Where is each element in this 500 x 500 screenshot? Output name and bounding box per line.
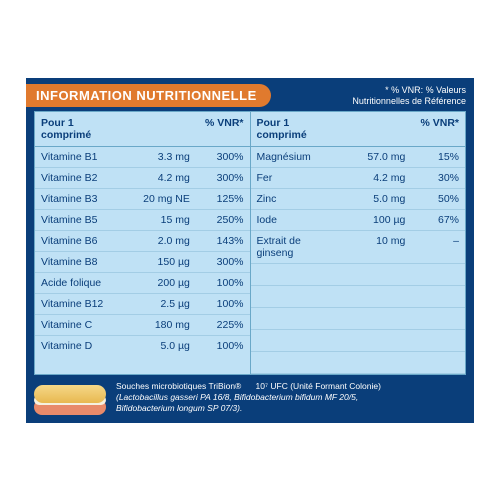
cell-amount: 100 µg [346,210,412,230]
cell-amount: 200 µg [130,273,196,293]
cell-amount: 10 mg [346,231,412,263]
footer-text: Souches microbiotiques TriBion® 10⁷ UFC … [116,381,381,414]
cell-vnr: 100% [196,336,250,356]
cell-amount: 4.2 mg [346,168,412,188]
footer: Souches microbiotiques TriBion® 10⁷ UFC … [34,381,466,415]
cell-vnr: 50% [411,189,465,209]
tablet-icon [34,385,106,415]
footer-l1b: 10⁷ UFC (Unité Formant Colonie) [256,381,381,391]
table-row: Vitamine B8150 µg300% [35,252,250,273]
table-row-empty [251,352,466,374]
cell-name: Vitamine B6 [35,231,130,251]
col-header-per: Pour 1 comprimé [251,112,346,146]
table-row-empty [251,286,466,308]
table-row: Vitamine B24.2 mg300% [35,168,250,189]
nutrition-panel: INFORMATION NUTRITIONNELLE * % VNR: % Va… [26,78,474,423]
cell-name: Acide folique [35,273,130,293]
header-row: INFORMATION NUTRITIONNELLE * % VNR: % Va… [34,84,466,107]
cell-amount: 5.0 mg [346,189,412,209]
cell-vnr: 300% [196,252,250,272]
table-row: Fer4.2 mg30% [251,168,466,189]
cell-amount: 5.0 µg [130,336,196,356]
cell-name: Vitamine B8 [35,252,130,272]
cell-name: Vitamine C [35,315,130,335]
cell-name: Fer [251,168,346,188]
right-rows: Magnésium57.0 mg15%Fer4.2 mg30%Zinc5.0 m… [251,147,466,374]
vnr-footnote-l1: * % VNR: % Valeurs [352,85,466,96]
table-row: Vitamine B62.0 mg143% [35,231,250,252]
table-row: Acide folique200 µg100% [35,273,250,294]
cell-amount: 180 mg [130,315,196,335]
vnr-footnote: * % VNR: % Valeurs Nutritionnelles de Ré… [352,85,466,107]
cell-name: Iode [251,210,346,230]
cell-vnr: 300% [196,168,250,188]
cell-amount: 2.0 mg [130,231,196,251]
cell-name: Magnésium [251,147,346,167]
table-row-empty [251,308,466,330]
panel-title: INFORMATION NUTRITIONNELLE [26,84,271,107]
cell-vnr: 250% [196,210,250,230]
table-row-empty [251,264,466,286]
col-header-vnr: % VNR* [411,112,465,146]
vnr-footnote-l2: Nutritionnelles de Référence [352,96,466,107]
table-row: Zinc5.0 mg50% [251,189,466,210]
table-row: Vitamine B122.5 µg100% [35,294,250,315]
table-row: Iode100 µg67% [251,210,466,231]
cell-vnr: 100% [196,273,250,293]
cell-vnr: 125% [196,189,250,209]
cell-vnr: 100% [196,294,250,314]
nutrition-table: Pour 1 comprimé % VNR* Vitamine B13.3 mg… [34,111,466,375]
cell-name: Extrait de ginseng [251,231,346,263]
table-row: Extrait de ginseng10 mg– [251,231,466,264]
cell-amount: 4.2 mg [130,168,196,188]
footer-l2: (Lactobacillus gasseri PA 16/8, Bifidoba… [116,392,381,403]
table-header: Pour 1 comprimé % VNR* [251,112,466,147]
cell-name: Vitamine B2 [35,168,130,188]
table-row: Vitamine B515 mg250% [35,210,250,231]
cell-amount: 3.3 mg [130,147,196,167]
table-row: Vitamine B320 mg NE125% [35,189,250,210]
cell-vnr: 225% [196,315,250,335]
table-row-empty [251,330,466,352]
cell-vnr: 15% [411,147,465,167]
table-header: Pour 1 comprimé % VNR* [35,112,250,147]
cell-vnr: 30% [411,168,465,188]
col-header-per: Pour 1 comprimé [35,112,130,146]
cell-name: Vitamine D [35,336,130,356]
cell-amount: 57.0 mg [346,147,412,167]
table-row: Vitamine B13.3 mg300% [35,147,250,168]
cell-name: Vitamine B3 [35,189,130,209]
table-row: Magnésium57.0 mg15% [251,147,466,168]
cell-name: Vitamine B1 [35,147,130,167]
cell-name: Zinc [251,189,346,209]
cell-amount: 15 mg [130,210,196,230]
footer-l3: Bifidobacterium longum SP 07/3). [116,403,381,414]
cell-vnr: – [411,231,465,263]
cell-amount: 150 µg [130,252,196,272]
cell-vnr: 143% [196,231,250,251]
table-row: Vitamine C180 mg225% [35,315,250,336]
footer-l1a: Souches microbiotiques TriBion® [116,381,241,391]
cell-vnr: 300% [196,147,250,167]
table-row: Vitamine D5.0 µg100% [35,336,250,356]
cell-name: Vitamine B12 [35,294,130,314]
cell-vnr: 67% [411,210,465,230]
cell-name: Vitamine B5 [35,210,130,230]
table-right-column: Pour 1 comprimé % VNR* Magnésium57.0 mg1… [250,112,466,374]
table-left-column: Pour 1 comprimé % VNR* Vitamine B13.3 mg… [35,112,250,374]
cell-amount: 20 mg NE [130,189,196,209]
cell-amount: 2.5 µg [130,294,196,314]
col-header-vnr: % VNR* [196,112,250,146]
left-rows: Vitamine B13.3 mg300%Vitamine B24.2 mg30… [35,147,250,356]
